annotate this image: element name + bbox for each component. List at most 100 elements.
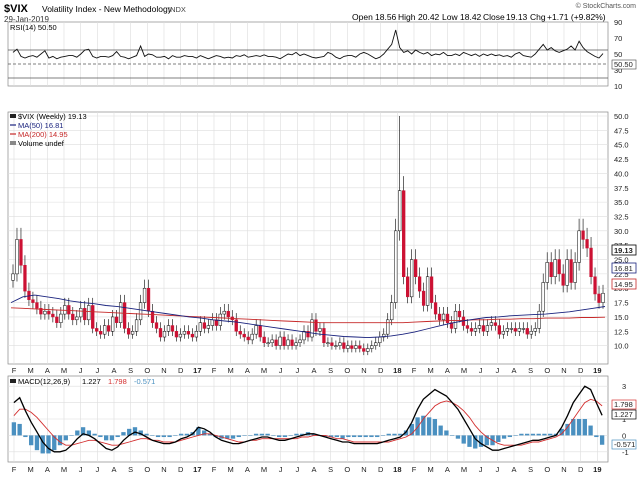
macd-hist-bar bbox=[340, 435, 345, 439]
candle-body bbox=[334, 345, 338, 347]
macd-hist-bar bbox=[519, 433, 524, 436]
macd-hist-bar bbox=[40, 435, 45, 454]
rsi-frame bbox=[7, 21, 609, 87]
macd-hist-bar bbox=[524, 433, 530, 436]
macd-hist-bar bbox=[363, 435, 368, 438]
macd-hist-bar bbox=[542, 433, 547, 436]
legend-ma200: MA(200) 14.95 bbox=[18, 130, 68, 139]
x-tick-label: S bbox=[128, 465, 133, 474]
candle-body bbox=[358, 345, 362, 349]
macd-hist-bar bbox=[357, 435, 363, 438]
candle-body bbox=[63, 305, 67, 315]
x-tick-label: N bbox=[361, 465, 366, 474]
candle-body bbox=[561, 273, 565, 286]
candle-body bbox=[166, 325, 171, 332]
x-tick-label: M bbox=[228, 366, 234, 375]
candle-body bbox=[533, 328, 537, 332]
price-tick-label: 22.5 bbox=[614, 270, 629, 279]
price-tick-label: 40.0 bbox=[614, 169, 629, 178]
candle-body bbox=[290, 339, 294, 346]
x-tick-label: M bbox=[28, 366, 34, 375]
macd-hist-bar bbox=[484, 435, 489, 446]
x-tick-label: J bbox=[279, 366, 283, 375]
x-tick-label: M bbox=[28, 465, 34, 474]
x-tick-label: F bbox=[412, 366, 417, 375]
candle-body bbox=[306, 331, 310, 338]
chart-header: $VIX Volatility Index - New Methodology … bbox=[4, 2, 636, 24]
candle-body bbox=[198, 322, 203, 332]
candle-body bbox=[441, 313, 446, 321]
candle-body bbox=[234, 319, 238, 332]
macd-hist-bar bbox=[496, 435, 501, 442]
x-tick-label: N bbox=[561, 465, 566, 474]
x-tick-label: D bbox=[578, 465, 584, 474]
x-tick-label: O bbox=[144, 366, 150, 375]
x-tick-label: A bbox=[445, 366, 450, 375]
candle-body bbox=[537, 310, 541, 329]
candle-body bbox=[111, 316, 115, 332]
x-tick-label: M bbox=[61, 465, 67, 474]
candle-body bbox=[421, 290, 426, 306]
price-tick-label: 17.5 bbox=[614, 299, 629, 308]
candle-body bbox=[425, 276, 430, 306]
candle-body bbox=[525, 328, 529, 335]
macd-hist-bar bbox=[225, 435, 230, 439]
copyright-label: © StockCharts.com bbox=[576, 2, 637, 10]
candle-body bbox=[178, 333, 183, 338]
candle-body bbox=[47, 310, 51, 315]
candle-body bbox=[206, 325, 210, 329]
candle-body bbox=[250, 333, 254, 341]
x-axis-price: F M A M J J A S O N D 17 F M A M J J A S O N D 18 F M A M J J A S O N D 19 bbox=[12, 366, 602, 375]
x-tick-label: M bbox=[261, 465, 267, 474]
candle-body bbox=[417, 276, 422, 292]
candle-body bbox=[497, 325, 502, 335]
candle-body bbox=[545, 262, 549, 283]
macd-panel: MACD(12,26,9) 1.227 1.798 -0.571 3210-1 … bbox=[7, 375, 637, 463]
candle-body bbox=[346, 345, 350, 349]
open-value: 18.56 bbox=[375, 12, 397, 22]
macd-hist-bar bbox=[392, 433, 397, 436]
macd-hist-bar bbox=[369, 435, 374, 438]
macd-hist-bar bbox=[530, 433, 536, 436]
candle-body bbox=[270, 339, 274, 344]
candle-body bbox=[95, 328, 99, 332]
candle-body bbox=[489, 322, 494, 326]
macd-hist-bar bbox=[438, 425, 443, 436]
rsi-tick-label: 30 bbox=[614, 66, 622, 75]
rsi-grid bbox=[13, 22, 598, 86]
x-tick-label: D bbox=[578, 366, 584, 375]
x-tick-label: 18 bbox=[393, 465, 401, 474]
candle-body bbox=[246, 336, 250, 341]
candle-body bbox=[410, 259, 414, 298]
candle-body bbox=[238, 331, 242, 335]
candle-body bbox=[59, 313, 63, 323]
macd-hist-bar bbox=[167, 435, 172, 438]
candle-body bbox=[413, 259, 418, 278]
x-tick-label: J bbox=[495, 465, 499, 474]
hist-badge-text: -0.571 bbox=[614, 440, 635, 449]
macd-hist-bar bbox=[467, 435, 472, 447]
macd-hist-bar bbox=[265, 433, 270, 436]
candle-body bbox=[394, 230, 398, 303]
candle-body bbox=[593, 276, 597, 295]
macd-badge bbox=[611, 409, 637, 420]
candle-body bbox=[445, 313, 450, 323]
legend-swatch-volume bbox=[10, 141, 16, 145]
macd-hist-bar bbox=[565, 423, 570, 436]
candle-body bbox=[170, 325, 175, 332]
macd-hist-bar bbox=[588, 425, 593, 436]
candle-body bbox=[362, 348, 366, 352]
macd-legend: MACD(12,26,9) 1.227 1.798 -0.571 bbox=[10, 377, 155, 386]
macd-hist-bar bbox=[403, 430, 409, 436]
low-value: 18.42 bbox=[460, 12, 482, 22]
candle-body bbox=[55, 316, 59, 323]
candle-body bbox=[186, 331, 191, 335]
macd-hist-bar bbox=[144, 433, 149, 436]
x-axis-macd: F M A M J J A S O N D 17 F M A M J J A S O N D 18 F M A M J J A S O N D 19 bbox=[12, 465, 602, 474]
date-label: 29-Jan-2019 bbox=[4, 15, 49, 24]
candle-body bbox=[194, 331, 199, 338]
macd-hist-bar bbox=[11, 422, 17, 436]
x-tick-label: A bbox=[511, 465, 516, 474]
x-tick-label: A bbox=[445, 465, 450, 474]
candle-body bbox=[190, 333, 195, 338]
